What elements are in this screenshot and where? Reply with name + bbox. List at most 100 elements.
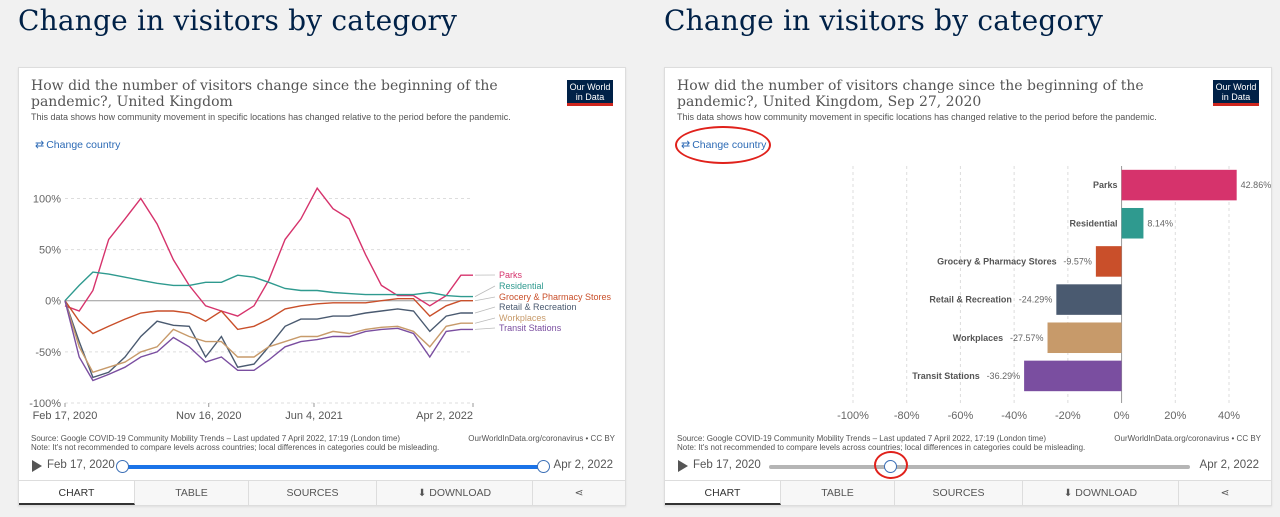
timeline-selected-range (123, 465, 544, 469)
source-note: Source: Google COVID-19 Community Mobili… (31, 434, 615, 452)
timeline-start-handle[interactable] (116, 460, 129, 473)
source-text: Source: Google COVID-19 Community Mobili… (677, 434, 1047, 443)
x-tick-label: 20% (1164, 410, 1186, 422)
source-text: Source: Google COVID-19 Community Mobili… (31, 434, 401, 443)
play-icon[interactable] (32, 460, 42, 472)
series-label-connector (474, 306, 496, 314)
share-icon: ⋖ (1220, 487, 1230, 499)
note-text: Note: It's not recommended to compare le… (677, 443, 1086, 452)
series-line-residential (64, 271, 473, 302)
value-label-parks: 42.86% (1241, 180, 1271, 190)
tab-bar: CHART TABLE SOURCES ⬇ DOWNLOAD ⋖ (19, 480, 625, 505)
change-country-button[interactable]: ⇄ Change country (35, 138, 120, 151)
tab-sources[interactable]: SOURCES (895, 481, 1023, 505)
bar-transit-stations (1024, 360, 1122, 392)
bar-residential (1121, 207, 1144, 239)
tab-download[interactable]: ⬇ DOWNLOAD (377, 481, 533, 505)
bar-parks (1121, 169, 1237, 201)
page-title: Change in visitors by category (664, 4, 1104, 37)
tab-table[interactable]: TABLE (135, 481, 249, 505)
x-tick-label: -40% (1001, 410, 1027, 422)
series-label-retail-recreation: Retail & Recreation (499, 302, 577, 312)
x-tick-label: Feb 17, 2020 (33, 410, 98, 422)
series-label-parks: Parks (499, 270, 523, 280)
y-tick-label: -100% (29, 398, 61, 410)
series-label-connector (474, 285, 496, 297)
note-text: Note: It's not recommended to compare le… (31, 443, 440, 452)
share-icon: ⋖ (574, 487, 584, 499)
series-label-grocery-pharmacy-stores: Grocery & Pharmacy Stores (499, 292, 612, 302)
series-line-transit-stations (64, 300, 473, 382)
y-tick-label: 0% (45, 296, 61, 308)
timeline-track[interactable] (769, 460, 1190, 473)
chart-title: How did the number of visitors change si… (31, 78, 498, 110)
x-tick-label: 0% (1114, 410, 1130, 422)
series-label-workplaces: Workplaces (499, 313, 546, 323)
tab-bar: CHART TABLE SOURCES ⬇ DOWNLOAD ⋖ (665, 480, 1271, 505)
source-note: Source: Google COVID-19 Community Mobili… (677, 434, 1261, 452)
tab-download[interactable]: ⬇ DOWNLOAD (1023, 481, 1179, 505)
value-label-grocery-pharmacy-stores: -9.57% (1063, 256, 1092, 266)
timeline-track[interactable] (116, 460, 550, 473)
play-icon[interactable] (678, 460, 688, 472)
x-tick-label: -100% (837, 410, 869, 422)
timeline-start-label: Feb 17, 2020 (693, 459, 761, 471)
annotation-circle-timeline-handle (874, 451, 909, 479)
right-panel: Change in visitors by category How did t… (652, 0, 1280, 517)
chart-subtitle: This data shows how community movement i… (31, 112, 511, 122)
series-label-connector (474, 327, 496, 330)
chart-title: How did the number of visitors change si… (677, 78, 1144, 110)
timeline: Feb 17, 2020 Apr 2, 2022 (665, 451, 1271, 479)
x-tick-label: Jun 4, 2021 (285, 410, 343, 422)
category-label-retail-recreation: Retail & Recreation (929, 295, 1012, 305)
series-label-connector (474, 296, 496, 302)
category-label-grocery-pharmacy-stores: Grocery & Pharmacy Stores (937, 256, 1057, 266)
series-label-residential: Residential (499, 281, 544, 291)
x-tick-label: Nov 16, 2020 (176, 410, 241, 422)
x-tick-label: -20% (1055, 410, 1081, 422)
chart-card: How did the number of visitors change si… (18, 67, 626, 506)
annotation-circle-change-country (675, 126, 771, 164)
timeline-start-label: Feb 17, 2020 (47, 459, 115, 471)
owid-logo[interactable]: Our World in Data (567, 80, 613, 106)
value-label-residential: 8.14% (1147, 218, 1173, 228)
site-credit[interactable]: OurWorldInData.org/coronavirus • CC BY (468, 434, 615, 443)
timeline-end-label: Apr 2, 2022 (1199, 459, 1259, 471)
x-tick-label: 40% (1218, 410, 1240, 422)
category-label-transit-stations: Transit Stations (912, 371, 980, 381)
timeline-end-handle[interactable] (537, 460, 550, 473)
chart-card: How did the number of visitors change si… (664, 67, 1272, 506)
series-line-workplaces (64, 300, 473, 374)
page-title: Change in visitors by category (18, 4, 458, 37)
swap-icon: ⇄ (35, 139, 45, 151)
value-label-retail-recreation: -24.29% (1019, 295, 1053, 305)
change-country-label: Change country (46, 139, 121, 151)
y-tick-label: 50% (39, 245, 61, 257)
download-icon: ⬇ (417, 488, 427, 499)
bar-workplaces (1047, 322, 1122, 354)
bar-grocery-pharmacy-stores (1095, 246, 1122, 277)
tab-chart[interactable]: CHART (665, 481, 781, 505)
series-label-transit-stations: Transit Stations (499, 323, 562, 333)
category-label-parks: Parks (1093, 180, 1118, 190)
share-button[interactable]: ⋖ (1179, 481, 1271, 505)
value-label-transit-stations: -36.29% (987, 371, 1021, 381)
share-button[interactable]: ⋖ (533, 481, 625, 505)
bar-chart: -100% -80% -60% -40% -20% 0% 20% 40% Parks 42.86%… (837, 166, 1271, 422)
category-label-workplaces: Workplaces (953, 333, 1003, 343)
bar-retail-recreation (1056, 284, 1122, 315)
site-credit[interactable]: OurWorldInData.org/coronavirus • CC BY (1114, 434, 1261, 443)
x-tick-label: -60% (948, 410, 974, 422)
owid-logo[interactable]: Our World in Data (1213, 80, 1259, 106)
tab-sources[interactable]: SOURCES (249, 481, 377, 505)
timeline-end-label: Apr 2, 2022 (553, 459, 613, 471)
left-panel: Change in visitors by category How did t… (6, 0, 634, 517)
series-line-grocery-pharmacy-stores (64, 297, 473, 335)
line-chart: 100% 50% 0% -50% -100%Feb 17, 2020 Nov 16, 20… (29, 186, 612, 422)
y-tick-label: -50% (35, 347, 61, 359)
series-line-parks (64, 186, 473, 317)
chart-subtitle: This data shows how community movement i… (677, 112, 1157, 122)
tab-chart[interactable]: CHART (19, 481, 135, 505)
download-icon: ⬇ (1063, 488, 1073, 499)
tab-table[interactable]: TABLE (781, 481, 895, 505)
